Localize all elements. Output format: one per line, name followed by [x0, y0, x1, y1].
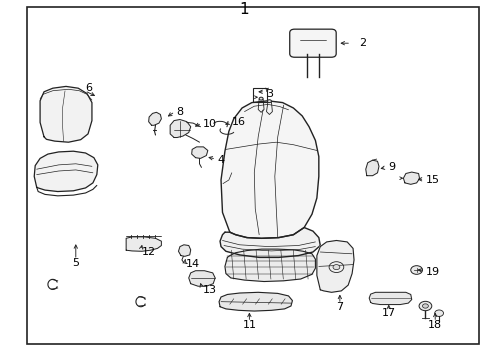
Text: 5: 5	[72, 258, 79, 268]
Circle shape	[332, 265, 339, 270]
Polygon shape	[188, 271, 215, 286]
Text: 12: 12	[142, 247, 156, 257]
Bar	[253, 88, 266, 102]
Polygon shape	[40, 86, 92, 142]
Polygon shape	[316, 240, 353, 292]
Polygon shape	[365, 160, 378, 176]
Polygon shape	[178, 245, 190, 256]
Text: 1: 1	[239, 1, 249, 17]
Text: 13: 13	[203, 285, 217, 295]
Polygon shape	[170, 120, 190, 138]
Polygon shape	[191, 147, 207, 158]
Circle shape	[410, 266, 422, 274]
Circle shape	[422, 304, 427, 308]
Text: 7: 7	[336, 302, 343, 312]
Text: 6: 6	[85, 83, 92, 93]
Text: 17: 17	[381, 308, 395, 318]
Polygon shape	[224, 249, 315, 282]
Text: 15: 15	[425, 175, 439, 185]
Text: 18: 18	[427, 320, 441, 330]
Polygon shape	[219, 292, 292, 311]
Polygon shape	[368, 292, 411, 305]
Polygon shape	[403, 172, 419, 184]
Text: 14: 14	[185, 258, 200, 269]
Text: 2: 2	[359, 38, 366, 48]
Polygon shape	[220, 228, 320, 257]
Text: 9: 9	[387, 162, 394, 172]
Text: 19: 19	[425, 267, 439, 277]
Circle shape	[418, 301, 431, 311]
Text: 10: 10	[203, 119, 217, 129]
Polygon shape	[148, 112, 161, 125]
Polygon shape	[126, 237, 161, 251]
Text: 8: 8	[176, 107, 183, 117]
FancyBboxPatch shape	[289, 29, 336, 57]
Text: 3: 3	[266, 89, 273, 99]
Circle shape	[267, 100, 271, 103]
Polygon shape	[34, 151, 98, 192]
Polygon shape	[221, 101, 318, 238]
Text: 16: 16	[232, 117, 246, 127]
Circle shape	[259, 97, 263, 100]
Text: 11: 11	[242, 320, 256, 330]
Circle shape	[434, 310, 443, 316]
Text: 4: 4	[217, 155, 224, 165]
